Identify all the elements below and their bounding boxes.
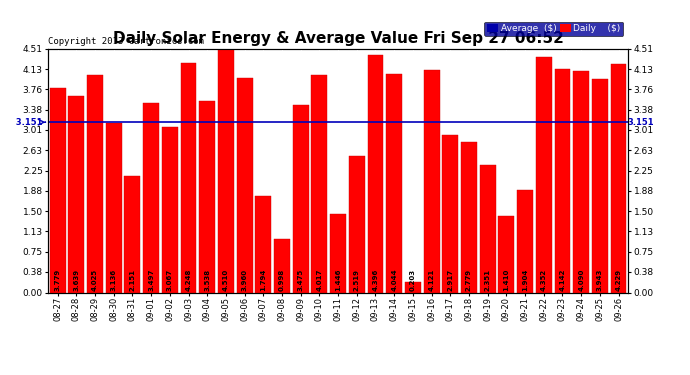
- Text: 4.229: 4.229: [615, 269, 622, 291]
- Text: 4.121: 4.121: [428, 269, 435, 291]
- Bar: [405, 282, 421, 292]
- Text: 4.142: 4.142: [560, 269, 566, 291]
- Text: 3.960: 3.960: [241, 269, 248, 291]
- Bar: [144, 104, 159, 292]
- Bar: [555, 69, 571, 292]
- Text: 3.151: 3.151: [13, 118, 43, 127]
- Text: 3.151: 3.151: [628, 118, 655, 127]
- Text: 2.151: 2.151: [130, 269, 135, 291]
- Text: 4.090: 4.090: [578, 269, 584, 291]
- Text: 2.351: 2.351: [484, 269, 491, 291]
- Text: 1.410: 1.410: [504, 269, 509, 291]
- Bar: [611, 64, 627, 292]
- Text: 3.067: 3.067: [167, 269, 172, 291]
- Text: 0.203: 0.203: [410, 269, 416, 291]
- Text: 3.943: 3.943: [597, 269, 603, 291]
- Text: 3.639: 3.639: [73, 269, 79, 291]
- Bar: [199, 101, 215, 292]
- Text: 4.017: 4.017: [317, 269, 322, 291]
- Text: 2.519: 2.519: [354, 269, 359, 291]
- Text: 3.136: 3.136: [110, 269, 117, 291]
- Text: 4.248: 4.248: [186, 269, 192, 291]
- Bar: [218, 49, 234, 292]
- Text: 3.497: 3.497: [148, 269, 154, 291]
- Bar: [87, 75, 103, 292]
- Bar: [237, 78, 253, 292]
- Text: 0.998: 0.998: [279, 269, 285, 291]
- Text: 4.044: 4.044: [391, 269, 397, 291]
- Text: Copyright 2013 Cartronics.com: Copyright 2013 Cartronics.com: [48, 38, 204, 46]
- Bar: [592, 80, 608, 292]
- Bar: [50, 88, 66, 292]
- Bar: [293, 105, 308, 292]
- Bar: [106, 123, 121, 292]
- Bar: [181, 63, 197, 292]
- Bar: [536, 57, 552, 292]
- Bar: [162, 127, 178, 292]
- Bar: [442, 135, 458, 292]
- Bar: [368, 55, 384, 292]
- Bar: [517, 190, 533, 292]
- Text: 3.538: 3.538: [204, 269, 210, 291]
- Bar: [386, 74, 402, 292]
- Bar: [311, 75, 327, 292]
- Text: 1.446: 1.446: [335, 269, 341, 291]
- Text: 3.475: 3.475: [297, 269, 304, 291]
- Text: 4.352: 4.352: [541, 269, 546, 291]
- Text: 4.510: 4.510: [223, 269, 229, 291]
- Text: 2.917: 2.917: [447, 269, 453, 291]
- Bar: [480, 165, 495, 292]
- Text: 4.396: 4.396: [373, 269, 379, 291]
- Bar: [124, 176, 140, 292]
- Bar: [461, 142, 477, 292]
- Bar: [255, 195, 271, 292]
- Legend: Average  ($), Daily    ($): Average ($), Daily ($): [484, 22, 623, 36]
- Text: 4.025: 4.025: [92, 269, 98, 291]
- Bar: [424, 70, 440, 292]
- Title: Daily Solar Energy & Average Value Fri Sep 27 06:52: Daily Solar Energy & Average Value Fri S…: [112, 31, 564, 46]
- Bar: [349, 156, 365, 292]
- Text: 2.779: 2.779: [466, 269, 472, 291]
- Bar: [274, 238, 290, 292]
- Bar: [573, 72, 589, 292]
- Bar: [498, 216, 514, 292]
- Bar: [330, 214, 346, 292]
- Bar: [68, 96, 84, 292]
- Text: 3.779: 3.779: [55, 269, 61, 291]
- Text: 1.904: 1.904: [522, 269, 528, 291]
- Text: 1.794: 1.794: [260, 269, 266, 291]
